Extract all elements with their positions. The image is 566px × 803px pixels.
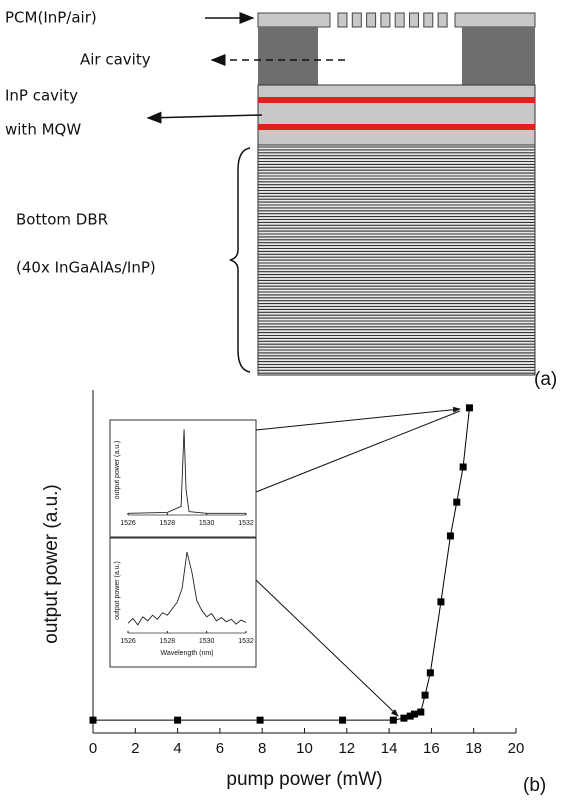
data-point [400,714,408,722]
label: InP cavity [5,87,78,105]
pillar [462,27,535,85]
x-tick-label: 18 [465,740,482,757]
data-point [453,498,461,506]
x-tick-label: 4 [173,740,181,757]
mqw [258,97,535,103]
pcm-block [257,12,331,28]
inset-frame [109,537,257,668]
inp-cavity [257,84,536,146]
layer-diagram: PCM(InP/air) Air cavity InP cavity with … [5,9,557,391]
pcm-holes [337,12,448,28]
pcm-hole [380,12,391,28]
y-axis-label: output power (a.u.) [114,441,121,500]
arrow [146,111,263,124]
data-point [174,716,182,724]
data-point [417,708,425,716]
arrow [255,579,399,717]
x-axis-label: Wavelength (nm) [160,650,213,657]
panel-label: (a) [534,369,557,390]
data-point [339,716,347,724]
label: with MQW [5,121,81,139]
x-tick-label: 1526 [120,638,136,645]
label: PCM(InP/air) [5,9,97,27]
data-point [465,404,473,412]
pcm-hole [337,12,348,28]
pcm-block [454,12,536,28]
brace [229,147,251,373]
pillar [258,27,318,85]
x-tick-label: 0 [89,740,97,757]
data-line [127,551,247,626]
data-point [426,669,434,677]
data-point [89,716,97,724]
data-point [459,463,467,471]
data-point [421,691,429,699]
data-line [127,429,246,514]
y-axis-label: output power (a.u.) [114,561,121,620]
mqw [258,124,535,130]
x-tick-label: 2 [131,740,139,757]
x-tick-label: 1528 [160,638,176,645]
x-tick-label: 8 [258,740,266,757]
arrow [255,406,461,431]
data-point [406,712,414,720]
x-tick-label: 10 [296,740,313,757]
x-tick-label: 20 [508,740,525,757]
x-tick-label: 6 [216,740,224,757]
data-point [437,598,445,606]
x-tick-label: 1530 [199,638,215,645]
dbr-stripes [258,146,535,374]
pcm-hole [423,12,434,28]
label: (40x InGaAlAs/InP) [16,259,156,277]
y-axis-label: output power (a.u.) [41,484,62,643]
arrow [255,410,461,493]
pcm-hole [409,12,419,28]
pcm-hole [366,12,377,28]
data-point [410,710,418,718]
x-tick-label: 1526 [120,520,136,527]
x-axis-label: pump power (mW) [226,769,382,790]
x-tick-label: 1530 [199,520,215,527]
data-point [389,716,397,724]
label: Bottom DBR [16,211,108,229]
label: Air cavity [80,51,151,69]
panel-label: (b) [523,775,546,796]
x-tick-label: 16 [423,740,440,757]
pcm-hole [437,12,448,28]
pcm-hole [394,12,405,28]
x-tick-label: 1532 [238,520,254,527]
x-tick-label: 14 [381,740,398,757]
x-tick-label: 1528 [160,520,176,527]
data-point [446,532,454,540]
x-tick-label: 1532 [238,638,254,645]
data-point [256,716,264,724]
x-tick-label: 12 [338,740,355,757]
inset-frame [109,419,257,538]
pcm-hole [351,12,362,28]
